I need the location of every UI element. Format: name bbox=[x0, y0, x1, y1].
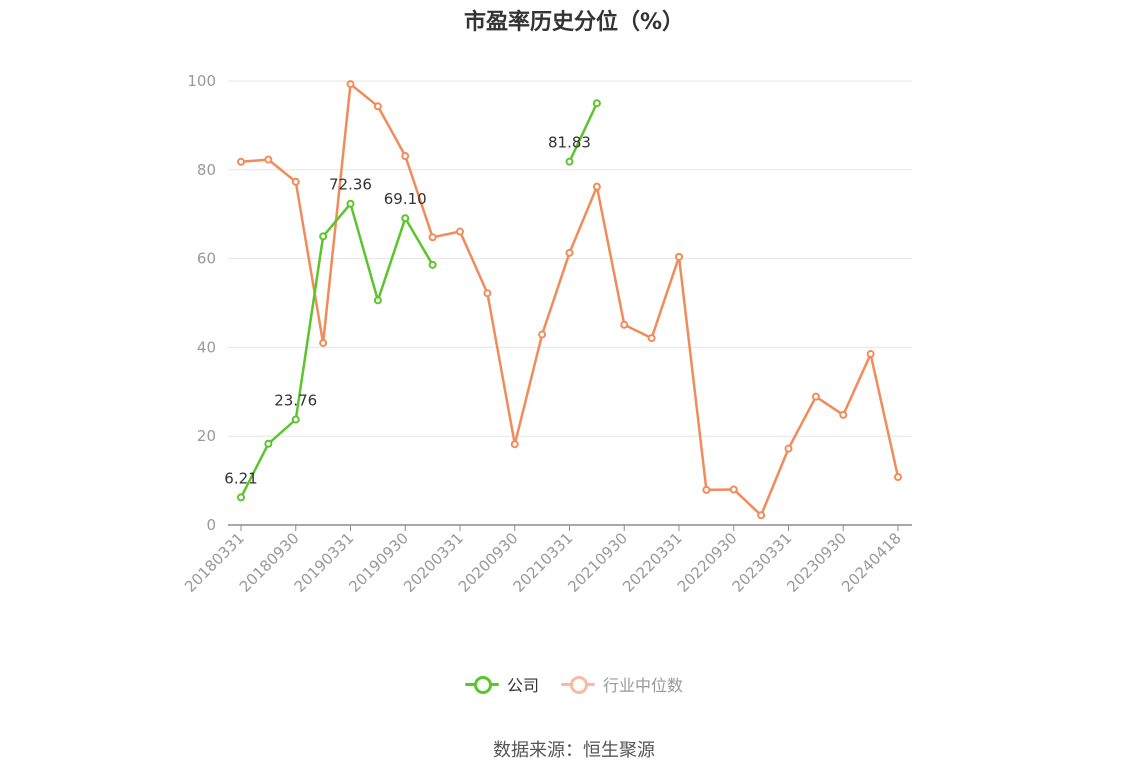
point-s1-20221231 bbox=[757, 511, 766, 520]
y-tick-label-80: 80 bbox=[197, 161, 216, 179]
data-label-20190930: 69.10 bbox=[384, 190, 427, 208]
point-s1-20180331 bbox=[237, 157, 245, 166]
y-tick-label-60: 60 bbox=[197, 250, 216, 268]
point-s0-20190331 bbox=[346, 199, 355, 208]
series-line-0-seg-0 bbox=[239, 202, 434, 498]
point-s1-20211231 bbox=[647, 334, 656, 343]
legend-item-company[interactable]: 公司 bbox=[464, 672, 539, 696]
x-axis: 2018033120180930201903312019093020200331… bbox=[181, 524, 912, 596]
x-tick-label-20240418: 20240418 bbox=[838, 529, 905, 596]
point-s0-20180930 bbox=[291, 415, 300, 424]
point-s1-20190331 bbox=[346, 80, 355, 89]
point-s0-20191231 bbox=[428, 260, 437, 269]
point-s0-20180630 bbox=[264, 439, 273, 448]
y-tick-label-40: 40 bbox=[197, 338, 216, 356]
data-label-20180930: 23.76 bbox=[274, 392, 317, 410]
legend-item-industry[interactable]: 行业中位数 bbox=[561, 672, 683, 696]
point-s1-20201231 bbox=[538, 330, 547, 339]
point-s1-20231231 bbox=[866, 350, 875, 359]
chart-title: 市盈率历史分位（%） bbox=[463, 10, 685, 35]
point-s1-20200630 bbox=[483, 289, 492, 298]
point-s1-20240418 bbox=[894, 473, 902, 482]
point-s1-20190930 bbox=[401, 152, 410, 161]
point-s0-20190930 bbox=[401, 214, 410, 223]
y-tick-label-100: 100 bbox=[187, 72, 216, 90]
point-s0-20180331 bbox=[237, 493, 245, 502]
series-points bbox=[237, 80, 902, 520]
point-s0-20210331 bbox=[565, 157, 574, 166]
point-s1-20220630 bbox=[702, 485, 711, 494]
point-s1-20210930 bbox=[620, 320, 629, 329]
legend-swatch-company bbox=[464, 675, 499, 694]
point-s1-20230331 bbox=[784, 444, 793, 453]
point-s1-20210331 bbox=[565, 248, 574, 257]
point-s1-20220331 bbox=[675, 252, 683, 261]
point-s0-20190630 bbox=[373, 296, 382, 305]
data-label-20210331: 81.83 bbox=[548, 134, 591, 152]
y-tick-label-20: 20 bbox=[197, 427, 216, 445]
legend: 公司 行业中位数 bbox=[0, 672, 1148, 696]
legend-label-company: 公司 bbox=[506, 676, 539, 695]
point-s1-20220930 bbox=[729, 485, 738, 494]
point-s1-20180630 bbox=[264, 155, 273, 164]
data-source: 数据来源：恒生聚源 bbox=[493, 740, 655, 761]
point-s1-20230930 bbox=[839, 410, 848, 419]
legend-label-industry: 行业中位数 bbox=[603, 676, 684, 695]
point-s1-20180930 bbox=[291, 177, 300, 186]
data-labels: 6.21 23.76 72.36 69.10 81.83 bbox=[224, 134, 591, 488]
data-label-20190331: 72.36 bbox=[329, 176, 372, 194]
point-s0-20181231 bbox=[319, 232, 328, 241]
point-s1-20200331 bbox=[456, 227, 464, 236]
point-s1-20200930 bbox=[510, 440, 519, 449]
point-s1-20210630 bbox=[592, 182, 601, 191]
point-s1-20190630 bbox=[373, 102, 382, 111]
y-tick-labels: 0 20 40 60 80 100 bbox=[187, 72, 216, 534]
y-tick-label-0: 0 bbox=[206, 516, 216, 534]
point-s0-20210630 bbox=[592, 99, 601, 108]
data-label-20180331: 6.21 bbox=[224, 469, 257, 487]
point-s1-20191231 bbox=[428, 233, 437, 242]
series-line-0-seg-1 bbox=[568, 102, 599, 163]
point-s1-20230630 bbox=[811, 392, 820, 401]
point-s1-20181231 bbox=[319, 338, 328, 347]
legend-swatch-industry bbox=[561, 675, 595, 694]
